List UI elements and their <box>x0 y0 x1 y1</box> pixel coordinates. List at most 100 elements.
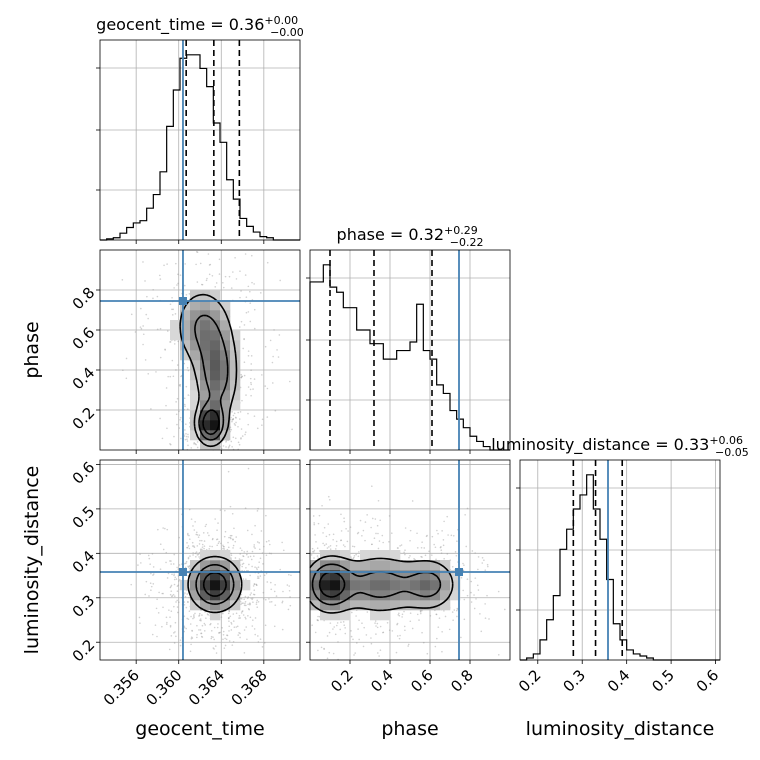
density-cell <box>200 560 211 571</box>
scatter-point <box>168 609 170 611</box>
scatter-point <box>167 375 169 378</box>
density-cell <box>390 590 401 601</box>
scatter-point <box>240 597 242 600</box>
density-cell <box>220 390 231 401</box>
scatter-point <box>397 613 400 616</box>
scatter-point <box>251 565 253 568</box>
scatter-point <box>462 589 464 592</box>
scatter-point <box>256 599 259 602</box>
scatter-point <box>175 369 177 371</box>
density-cell <box>210 370 221 381</box>
scatter-point <box>272 355 274 358</box>
density-cell <box>210 570 221 581</box>
scatter-point <box>247 354 250 357</box>
scatter-point <box>187 534 189 536</box>
scatter-point <box>270 588 273 591</box>
y-tick-label: 0.4 <box>69 364 99 394</box>
scatter-point <box>473 607 476 610</box>
scatter-point <box>194 552 197 555</box>
scatter-point <box>201 614 203 616</box>
scatter-point <box>318 514 321 517</box>
density-cell <box>220 360 231 371</box>
density-cell <box>210 600 221 611</box>
scatter-point <box>288 585 291 587</box>
scatter-point <box>144 280 146 282</box>
histogram-geocent-time <box>100 54 300 241</box>
scatter-point <box>188 610 191 612</box>
density-cell <box>400 560 411 571</box>
scatter-point <box>186 440 189 442</box>
scatter-point <box>173 595 176 597</box>
scatter-point <box>226 634 229 637</box>
scatter-point <box>377 547 380 550</box>
scatter-point <box>350 557 352 560</box>
density-cell <box>200 360 211 371</box>
density-cell <box>200 420 211 431</box>
scatter-point <box>475 598 477 600</box>
scatter-point <box>213 626 216 629</box>
scatter-point <box>198 615 200 617</box>
x-tick-label: 0.3 <box>559 666 589 696</box>
scatter-point <box>249 594 252 596</box>
scatter-point <box>198 629 200 631</box>
scatter-point <box>252 585 255 587</box>
scatter-point <box>335 624 338 627</box>
scatter-point <box>354 652 357 654</box>
scatter-point <box>166 577 169 579</box>
scatter-point <box>230 287 233 289</box>
scatter-point <box>377 499 380 502</box>
scatter-point <box>261 646 264 648</box>
scatter-point <box>150 408 152 410</box>
scatter-point <box>247 350 250 352</box>
scatter-point <box>228 445 230 448</box>
scatter-point <box>313 522 315 524</box>
scatter-point <box>313 549 316 552</box>
scatter-point <box>247 386 250 388</box>
scatter-point <box>172 375 175 378</box>
scatter-point <box>261 424 263 426</box>
scatter-point <box>243 361 246 363</box>
scatter-point <box>191 541 194 544</box>
scatter-point <box>172 593 175 596</box>
scatter-point <box>328 651 331 654</box>
scatter-point <box>175 601 177 603</box>
scatter-point <box>275 595 278 597</box>
scatter-point <box>205 523 208 526</box>
scatter-point <box>446 515 449 518</box>
scatter-point <box>451 565 454 568</box>
scatter-point <box>144 593 147 596</box>
scatter-point <box>451 611 454 613</box>
scatter-point <box>288 589 291 592</box>
scatter-point <box>350 630 352 632</box>
scatter-point <box>139 622 141 624</box>
scatter-point <box>241 375 243 378</box>
scatter-point <box>247 311 250 313</box>
scatter-point <box>193 616 195 619</box>
scatter-point <box>168 648 171 651</box>
scatter-point <box>210 629 213 632</box>
scatter-point <box>178 384 181 386</box>
density-cell <box>210 390 221 401</box>
scatter-point <box>340 539 342 542</box>
scatter-point <box>173 578 176 581</box>
scatter-point <box>484 617 487 619</box>
density-cell <box>340 590 351 601</box>
scatter-point <box>157 612 160 614</box>
scatter-point <box>416 532 418 535</box>
scatter-point <box>353 556 355 559</box>
scatter-point <box>159 568 162 570</box>
scatter-point <box>473 594 475 596</box>
scatter-point <box>179 644 182 647</box>
density-cell <box>210 330 221 341</box>
density-cell <box>450 590 461 601</box>
scatter-point <box>222 286 225 289</box>
scatter-point <box>230 621 232 624</box>
scatter-point <box>460 576 463 579</box>
density-cell <box>400 580 411 591</box>
scatter-point <box>184 592 186 594</box>
scatter-point <box>174 631 176 633</box>
scatter-point <box>229 505 232 508</box>
density-cell <box>350 590 361 601</box>
scatter-point <box>479 613 481 615</box>
scatter-point <box>242 555 245 558</box>
